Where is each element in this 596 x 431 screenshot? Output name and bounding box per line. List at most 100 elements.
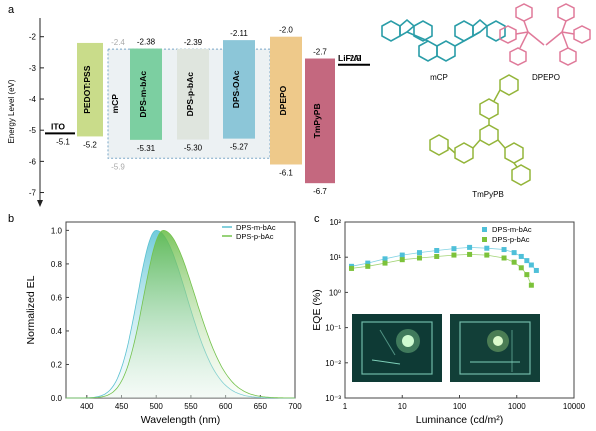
eqe-point-dps-p-bac bbox=[518, 265, 524, 271]
legend-swatch bbox=[482, 237, 487, 242]
tmpypb-label: TmPyPB bbox=[472, 190, 504, 199]
eqe-point-dps-p-bac bbox=[416, 255, 422, 261]
y-tick-label: 0.6 bbox=[51, 293, 63, 302]
x-tick-label: 10000 bbox=[563, 402, 586, 411]
y-tick-label: 1.0 bbox=[51, 226, 63, 235]
layer-dps-m-bac bbox=[130, 48, 162, 140]
y-axis-label: Energy Level (eV) bbox=[7, 79, 16, 143]
lumo-label-mcp: -2.4 bbox=[111, 38, 125, 47]
eqe-line-dps-m-bac bbox=[351, 246, 537, 271]
homo-label-pedot-pss: -5.2 bbox=[83, 140, 97, 149]
y-tick-label: 10⁻² bbox=[325, 359, 341, 368]
layer-label-dps-p-bac: DPS-p-bAc bbox=[185, 72, 195, 117]
eqe-point-dps-p-bac bbox=[501, 255, 507, 261]
y-tick-label: 10⁰ bbox=[329, 288, 341, 297]
layer-label-tmpypb: TmPyPB bbox=[312, 103, 322, 138]
panel-c-label: c bbox=[314, 213, 320, 225]
eqe-point-dps-p-bac bbox=[349, 265, 355, 271]
spectrum-area-dps-p-bac bbox=[66, 230, 295, 398]
eqe-point-dps-m-bac bbox=[365, 260, 371, 266]
eqe-point-dps-p-bac bbox=[365, 263, 371, 269]
y-axis-label: Normalized EL bbox=[25, 275, 37, 344]
x-axis-label: Wavelength (nm) bbox=[141, 414, 221, 426]
y-tick-label: 10⁻³ bbox=[325, 394, 341, 403]
legend-label-dps-p-bac: DPS-p-bAc bbox=[236, 232, 274, 241]
y-tick-label: -5 bbox=[29, 126, 37, 135]
device-photo-right bbox=[450, 314, 540, 382]
y-tick-label: -7 bbox=[29, 189, 37, 198]
x-tick-label: 1 bbox=[343, 402, 348, 411]
x-tick-label: 10 bbox=[398, 402, 407, 411]
eqe-point-dps-p-bac bbox=[382, 260, 388, 266]
y-tick-label: -3 bbox=[29, 64, 37, 73]
dpepo-structure-icon bbox=[499, 3, 591, 66]
x-tick-label: 500 bbox=[150, 402, 164, 411]
homo-label-dps-oac: -5.27 bbox=[230, 143, 249, 152]
homo-label-dpepo: -6.1 bbox=[279, 168, 293, 177]
layer-dpepo bbox=[270, 36, 302, 165]
eqe-point-dps-m-bac bbox=[518, 253, 524, 259]
panel-b-label: b bbox=[8, 213, 14, 225]
eqe-point-dps-m-bac bbox=[451, 246, 457, 252]
y-tick-label: -4 bbox=[29, 95, 37, 104]
x-tick-label: 600 bbox=[219, 402, 233, 411]
x-tick-label: 400 bbox=[80, 402, 94, 411]
legend-label-dps-m-bac: DPS-m-bAc bbox=[492, 225, 532, 234]
y-tick-label: 0.2 bbox=[51, 360, 63, 369]
layer-label-dps-m-bac: DPS-m-bAc bbox=[138, 71, 148, 118]
eqe-point-dps-m-bac bbox=[399, 252, 405, 258]
y-tick-label: 10⁻¹ bbox=[325, 324, 341, 333]
eqe-point-dps-m-bac bbox=[382, 256, 388, 262]
x-tick-label: 100 bbox=[453, 402, 467, 411]
homo-label-ito: -5.1 bbox=[56, 137, 70, 146]
layer-label-lif-al: LiF/Al bbox=[338, 53, 362, 63]
mcp-label: mCP bbox=[430, 73, 448, 82]
legend-label-dps-m-bac: DPS-m-bAc bbox=[236, 223, 276, 232]
y-tick-label: -6 bbox=[29, 157, 37, 166]
el-spectrum-chart: 400 450 500 550 600 650 700 0.0 0.2 0.4 0.6 0.8 1.0 W… bbox=[25, 221, 302, 426]
eqe-point-dps-m-bac bbox=[467, 244, 473, 250]
y-axis-arrow bbox=[37, 200, 43, 207]
eqe-point-dps-p-bac bbox=[484, 252, 490, 258]
device-photo-left bbox=[352, 314, 442, 382]
y-tick-label: 0.8 bbox=[51, 260, 63, 269]
y-tick-label: 10¹ bbox=[329, 253, 341, 262]
y-tick-label: 0.4 bbox=[51, 327, 63, 336]
lumo-label-dpepo: -2.0 bbox=[279, 26, 293, 35]
spectrum-line-dps-p-bac bbox=[66, 229, 295, 399]
eqe-point-dps-p-bac bbox=[451, 252, 457, 258]
y-tick-label: 10² bbox=[329, 218, 341, 227]
y-axis-label: EQE (%) bbox=[311, 289, 323, 330]
y-tick-label: -2 bbox=[29, 33, 37, 42]
lumo-label-dps-m-bac: -2.38 bbox=[137, 38, 156, 47]
eqe-point-dps-p-bac bbox=[528, 282, 534, 288]
homo-label-dps-m-bac: -5.31 bbox=[137, 144, 156, 153]
eqe-point-dps-m-bac bbox=[501, 247, 507, 253]
x-tick-label: 450 bbox=[115, 402, 129, 411]
x-tick-label: 550 bbox=[184, 402, 198, 411]
x-axis-label: Luminance (cd/m²) bbox=[416, 414, 504, 426]
homo-label-tmpypb: -6.7 bbox=[313, 187, 327, 196]
eqe-point-dps-m-bac bbox=[528, 262, 534, 268]
x-tick-label: 650 bbox=[254, 402, 268, 411]
layer-tmpypb bbox=[305, 58, 335, 184]
legend-swatch bbox=[482, 227, 487, 232]
layer-label-dps-oac: DPS-OAc bbox=[231, 70, 241, 108]
lumo-label-dps-p-bac: -2.39 bbox=[184, 38, 203, 47]
mcp-structure-icon bbox=[381, 18, 506, 62]
y-tick-label: 0.0 bbox=[51, 394, 63, 403]
eqe-point-dps-m-bac bbox=[434, 248, 440, 254]
homo-label-dps-p-bac: -5.30 bbox=[184, 144, 203, 153]
x-tick-label: 1000 bbox=[508, 402, 526, 411]
layer-pedot-pss bbox=[77, 42, 103, 137]
eqe-point-dps-p-bac bbox=[399, 257, 405, 263]
eqe-point-dps-m-bac bbox=[416, 250, 422, 256]
energy-diagram: -2 -3 -4 -5 -6 -7 Energy Level (eV) ITO -5.1 PEDO… bbox=[7, 18, 370, 207]
x-tick-label: 700 bbox=[288, 402, 302, 411]
homo-label-mcp: -5.9 bbox=[111, 162, 125, 171]
panel-a-label: a bbox=[8, 4, 15, 16]
eqe-point-dps-p-bac bbox=[467, 251, 473, 257]
layer-label-dpepo: DPEPO bbox=[278, 85, 288, 115]
lumo-label-tmpypb: -2.7 bbox=[313, 48, 327, 57]
